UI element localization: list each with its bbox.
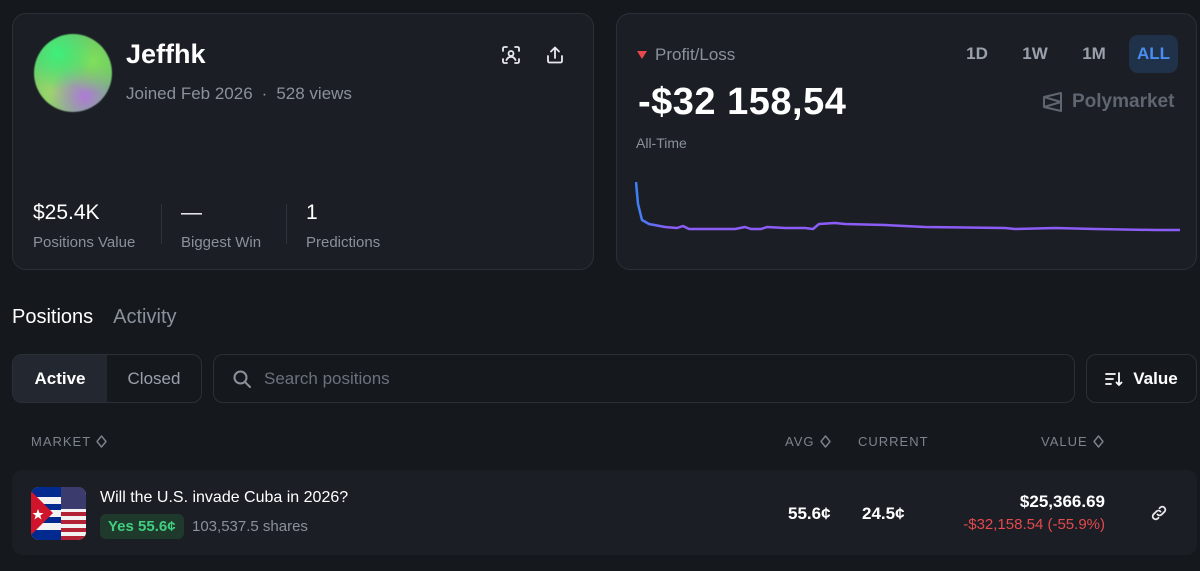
header-value[interactable]: VALUE <box>1041 434 1104 449</box>
range-1w-button[interactable]: 1W <box>1022 44 1048 63</box>
header-market[interactable]: MARKET <box>31 434 107 449</box>
scan-icon[interactable] <box>499 43 523 67</box>
header-market-label: MARKET <box>31 434 92 449</box>
stat-divider <box>161 204 162 244</box>
closed-filter-button[interactable]: Closed <box>127 368 181 388</box>
tab-bar: Positions Activity <box>12 306 177 329</box>
pnl-period: All-Time <box>636 135 687 151</box>
header-current-label: CURRENT <box>858 434 929 449</box>
stat-divider <box>286 204 287 244</box>
pnl-value: -$32 158,54 <box>638 81 847 123</box>
pnl-chart <box>635 181 1180 232</box>
status-segmented-control: Active Closed <box>12 354 202 403</box>
range-1d-button[interactable]: 1D <box>966 44 988 63</box>
shares-count: 103,537.5 shares <box>192 518 308 535</box>
pnl-label: Profit/Loss <box>655 45 736 64</box>
header-avg[interactable]: AVG <box>785 434 831 449</box>
down-triangle-icon <box>637 51 647 59</box>
sort-diamond-icon <box>819 435 831 448</box>
search-icon <box>233 370 251 388</box>
header-avg-label: AVG <box>785 434 815 449</box>
profile-meta: Joined Feb 2026 · 528 views <box>126 84 352 104</box>
link-icon[interactable] <box>1149 503 1169 523</box>
market-title[interactable]: Will the U.S. invade Cuba in 2026? <box>100 489 349 506</box>
position-pnl: -$32,158.54 (-55.9%) <box>963 516 1105 533</box>
search-box <box>213 354 1075 403</box>
sort-diamond-icon <box>96 435 107 448</box>
avg-price: 55.6¢ <box>788 504 831 523</box>
stat-label: Positions Value <box>33 234 136 251</box>
range-1m-button[interactable]: 1M <box>1082 44 1106 63</box>
profile-card: Jeffhk Joined Feb 2026 · 528 views $25.4K … <box>12 13 594 270</box>
position-value: $25,366.69 <box>1019 492 1105 511</box>
table-row[interactable]: Will the U.S. invade Cuba in 2026? Yes 5… <box>12 470 1197 555</box>
sort-diamond-icon <box>1092 435 1104 448</box>
tab-activity[interactable]: Activity <box>113 306 177 328</box>
market-thumbnail <box>31 487 86 540</box>
current-price: 24.5¢ <box>862 504 905 523</box>
active-filter-button[interactable]: Active <box>13 355 107 402</box>
polymarket-label: Polymarket <box>1072 91 1175 112</box>
pnl-line <box>635 181 1180 232</box>
sort-label: Value <box>1133 368 1178 388</box>
stat-value: 1 <box>306 201 318 224</box>
stat-value: — <box>181 201 202 224</box>
sort-icon <box>1105 371 1123 386</box>
polymarket-brand: Polymarket <box>1042 91 1174 113</box>
tab-positions[interactable]: Positions <box>12 306 94 328</box>
outcome-badge: Yes 55.6¢ <box>100 514 184 539</box>
stat-value: $25.4K <box>33 201 100 224</box>
header-current: CURRENT <box>858 434 929 449</box>
share-icon[interactable] <box>543 43 567 67</box>
range-all-button[interactable]: ALL <box>1129 35 1178 73</box>
view-count: 528 views <box>276 84 352 103</box>
stat-label: Biggest Win <box>181 234 262 251</box>
header-value-label: VALUE <box>1041 434 1088 449</box>
stat-biggest-win: — Biggest Win <box>181 201 261 251</box>
avatar <box>34 34 112 112</box>
polymarket-logo-icon <box>1043 92 1062 112</box>
joined-date: Joined Feb 2026 <box>126 84 253 103</box>
username: Jeffhk <box>126 39 206 69</box>
stat-predictions: 1 Predictions <box>306 201 380 251</box>
pnl-card: Profit/Loss -$32 158,54 All-Time 1D 1W 1… <box>616 13 1197 270</box>
search-input[interactable] <box>264 368 1044 389</box>
meta-separator: · <box>261 84 268 103</box>
pnl-header: Profit/Loss <box>637 45 735 65</box>
stat-positions-value: $25.4K Positions Value <box>33 201 135 251</box>
sort-button[interactable]: Value <box>1086 354 1197 403</box>
stat-label: Predictions <box>306 234 381 251</box>
